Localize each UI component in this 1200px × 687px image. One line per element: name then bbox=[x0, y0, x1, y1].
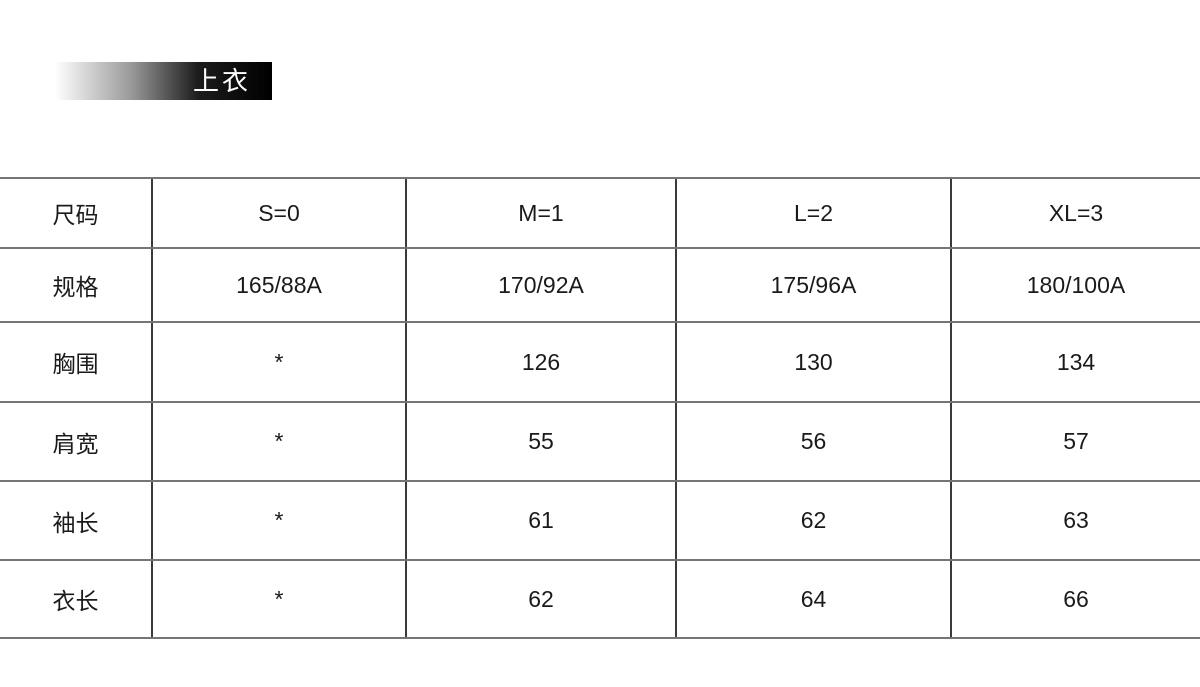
table-cell: * bbox=[151, 401, 406, 482]
table-cell: 175/96A bbox=[675, 247, 951, 323]
table-cell: 56 bbox=[675, 401, 951, 482]
table-cell: 63 bbox=[950, 480, 1200, 561]
size-header-cell: S=0 bbox=[151, 177, 406, 249]
table-cell: 130 bbox=[675, 321, 951, 403]
row-label-chest: 胸围 bbox=[0, 321, 152, 403]
row-label-shoulder: 肩宽 bbox=[0, 401, 152, 482]
row-label-spec: 规格 bbox=[0, 247, 152, 323]
table-row-shoulder: 肩宽 * 55 56 57 bbox=[0, 401, 1200, 482]
table-cell: 62 bbox=[675, 480, 951, 561]
table-cell: 57 bbox=[950, 401, 1200, 482]
table-cell: 55 bbox=[405, 401, 676, 482]
table-cell: * bbox=[151, 321, 406, 403]
table-cell: * bbox=[151, 559, 406, 639]
table-cell: 61 bbox=[405, 480, 676, 561]
table-cell: 165/88A bbox=[151, 247, 406, 323]
table-cell: 180/100A bbox=[950, 247, 1200, 323]
row-label-length: 衣长 bbox=[0, 559, 152, 639]
table-row-spec: 规格 165/88A 170/92A 175/96A 180/100A bbox=[0, 247, 1200, 323]
table-row-sizes: 尺码 S=0 M=1 L=2 XL=3 bbox=[0, 177, 1200, 249]
table-row-length: 衣长 * 62 64 66 bbox=[0, 559, 1200, 639]
row-label-sleeve: 袖长 bbox=[0, 480, 152, 561]
table-cell: 134 bbox=[950, 321, 1200, 403]
table-cell: 66 bbox=[950, 559, 1200, 639]
size-header-cell: L=2 bbox=[675, 177, 951, 249]
size-table: 尺码 S=0 M=1 L=2 XL=3 规格 165/88A 170/92A 1… bbox=[0, 177, 1200, 639]
section-title: 上衣 bbox=[192, 66, 251, 96]
table-cell: * bbox=[151, 480, 406, 561]
size-header-cell: XL=3 bbox=[950, 177, 1200, 249]
section-banner: 上衣 bbox=[55, 62, 272, 100]
table-cell: 170/92A bbox=[405, 247, 676, 323]
table-cell: 64 bbox=[675, 559, 951, 639]
table-cell: 62 bbox=[405, 559, 676, 639]
table-row-chest: 胸围 * 126 130 134 bbox=[0, 321, 1200, 403]
size-header-cell: M=1 bbox=[405, 177, 676, 249]
table-cell: 126 bbox=[405, 321, 676, 403]
row-label-size: 尺码 bbox=[0, 177, 152, 249]
table-row-sleeve: 袖长 * 61 62 63 bbox=[0, 480, 1200, 561]
